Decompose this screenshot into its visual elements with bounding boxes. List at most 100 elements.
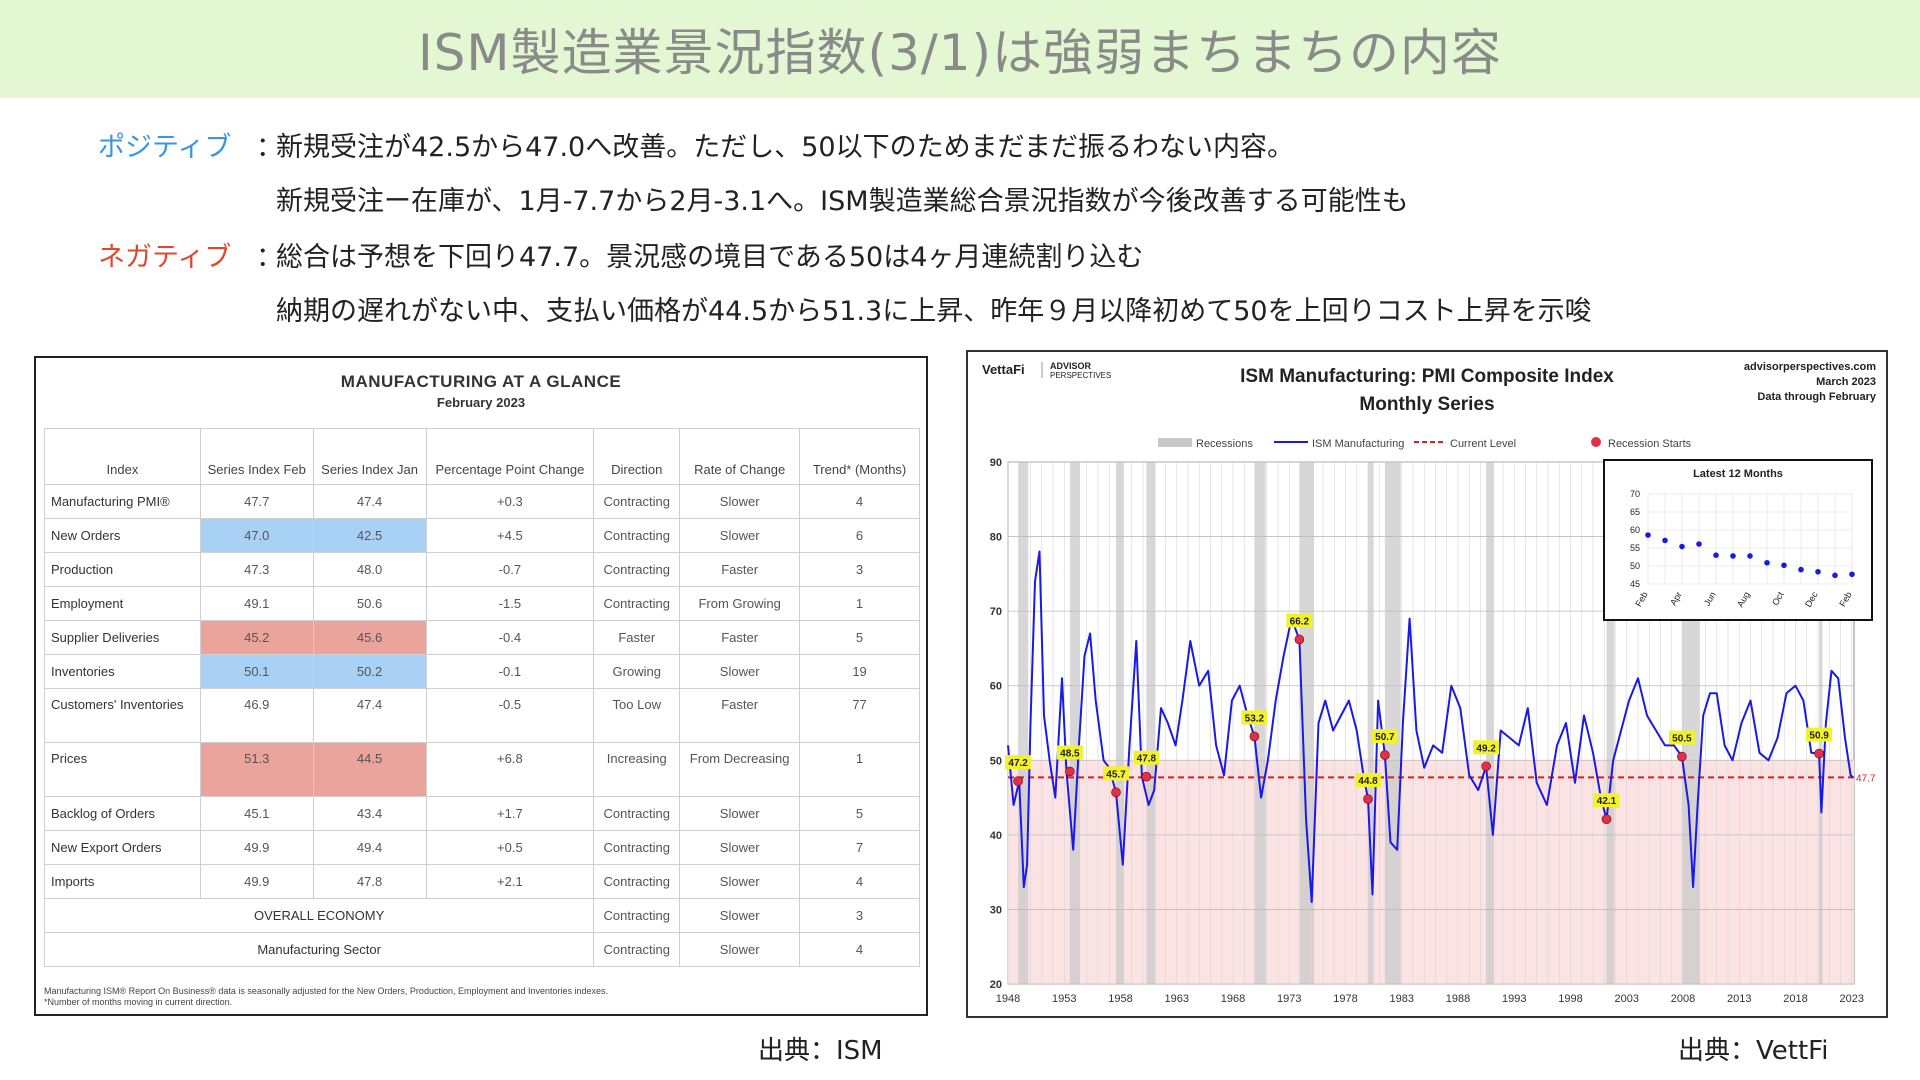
table-cell-index: Backlog of Orders (44, 796, 201, 831)
legend-recessions: Recessions (1196, 438, 1253, 450)
recession-label-bg (1286, 613, 1313, 628)
table-cell-index: Customers' Inventories (44, 688, 201, 743)
table-cell-change: -1.5 (425, 586, 595, 621)
ism-table-subtitle: February 2023 (436, 395, 526, 410)
table-cell-direction: Contracting (593, 796, 681, 831)
recession-start-marker (1363, 794, 1373, 804)
table-cell-trend: 4 (799, 484, 920, 519)
table-cell-rate: From Decreasing (679, 742, 801, 797)
table-cell-index: Imports (44, 864, 201, 899)
table-row: Backlog of Orders 45.1 43.4 +1.7 Contracting… (44, 796, 920, 831)
table-cell-trend: 6 (799, 518, 920, 553)
table-cell-index: Supplier Deliveries (44, 620, 201, 655)
x-tick-label: 1963 (1165, 993, 1189, 1005)
x-tick-label: 1968 (1221, 993, 1245, 1005)
ism-table-panel: MANUFACTURING AT A GLANCE February 2023 … (34, 356, 928, 1016)
recession-start-label: 50.5 (1672, 734, 1692, 745)
summary-cell-trend: 3 (799, 898, 920, 933)
table-cell-jan: 44.5 (312, 742, 427, 797)
table-cell-trend: 77 (799, 688, 920, 743)
table-cell-change: -0.4 (425, 620, 595, 655)
positive-label: ポジティブ (98, 131, 232, 163)
table-cell-direction: Increasing (593, 742, 681, 797)
table-cell-change: +2.1 (425, 864, 595, 899)
advisor-perspectives-logo: PERSPECTIVES (1050, 371, 1111, 380)
date-label: March 2023 (1816, 376, 1876, 388)
recession-band (1069, 462, 1080, 984)
table-cell-rate: Slower (679, 796, 801, 831)
table-cell-trend: 7 (799, 830, 920, 865)
recession-start-label: 66.2 (1290, 616, 1310, 627)
inset-point (1815, 568, 1821, 575)
recession-start-marker (1065, 766, 1075, 777)
summary-row: Manufacturing Sector Contracting Slower 4 (43, 932, 920, 967)
table-cell-feb: 47.3 (199, 552, 314, 587)
legend-swatch-starts (1591, 437, 1601, 447)
recession-start-label: 47.8 (1137, 754, 1157, 765)
table-cell-index: Employment (44, 586, 201, 621)
positive-text-2: 新規受注ー在庫が、1月-7.7から2月-3.1へ。ISM製造業総合景況指数が今後… (276, 185, 1409, 217)
recession-start-marker (1013, 776, 1023, 786)
table-cell-feb: 45.1 (199, 796, 314, 831)
recession-band (1146, 462, 1156, 984)
recession-label-bg (1371, 729, 1398, 744)
table-cell-trend: 1 (799, 586, 920, 621)
table-cell-direction: Contracting (593, 830, 681, 865)
table-cell-jan: 48.0 (312, 552, 427, 587)
x-tick-label: 2023 (1840, 993, 1864, 1005)
table-cell-rate: Faster (679, 620, 801, 655)
summary-cell-direction: Contracting (593, 898, 681, 933)
recession-start-label: 44.8 (1358, 776, 1378, 787)
recession-label-bg (1473, 740, 1500, 755)
recession-start-label: 50.7 (1375, 732, 1395, 743)
recession-start-marker (1141, 771, 1152, 782)
site-label: advisorperspectives.com (1744, 361, 1876, 373)
table-cell-change: +0.5 (425, 830, 595, 865)
inset-point (1713, 552, 1719, 558)
y-tick-label: 20 (990, 979, 1002, 991)
table-cell-jan: 49.4 (312, 830, 427, 865)
table-cell-rate: From Growing (679, 586, 801, 621)
recession-label-bg (1355, 773, 1381, 788)
column-header: Series Index Feb (199, 428, 314, 485)
table-cell-change: +1.7 (425, 796, 595, 831)
positive-text-1: 新規受注が42.5から47.0へ改善。ただし、50以下のためまだまだ振るわない内… (276, 131, 1295, 163)
legend-ism: ISM Manufacturing (1312, 438, 1404, 450)
table-cell-index: Inventories (44, 654, 201, 689)
negative-text-2: 納期の遅れがない中、支払い価格が44.5から51.3に上昇、昨年９月以降初めて5… (276, 295, 1592, 327)
x-tick-label: 1973 (1277, 993, 1301, 1005)
column-header: Percentage Point Change (425, 428, 595, 485)
table-cell-direction: Contracting (593, 864, 681, 899)
recession-start-marker (1601, 814, 1612, 824)
recession-start-marker (1481, 761, 1491, 772)
table-row: Imports 49.9 47.8 +2.1 Contracting Slower 4 (44, 864, 920, 899)
table-cell-change: -0.5 (425, 688, 595, 743)
table-header-row: Index Series Index Feb Series Index Jan Per… (44, 428, 920, 485)
column-header: Series Index Jan (312, 428, 427, 485)
x-tick-label: 2018 (1783, 993, 1807, 1005)
column-header: Trend* (Months) (799, 428, 920, 485)
recession-band (1116, 462, 1124, 984)
ism-table-header: MANUFACTURING AT A GLANCE February 2023 (36, 372, 926, 410)
y-tick-label: 90 (990, 457, 1002, 469)
recession-band (1299, 462, 1314, 984)
table-cell-jan: 43.4 (312, 796, 427, 831)
recession-start-label: 42.1 (1597, 796, 1617, 807)
x-tick-label: 1988 (1446, 993, 1470, 1005)
legend-swatch-recessions (1158, 438, 1192, 447)
table-cell-direction: Contracting (593, 518, 681, 553)
table-row: Manufacturing PMI® 47.7 47.4 +0.3 Contractin… (44, 484, 920, 519)
negative-label: ネガティブ (98, 241, 232, 273)
table-cell-index: Production (44, 552, 201, 587)
table-cell-trend: 19 (799, 654, 920, 689)
inset-y-tick-label: 60 (1630, 525, 1640, 535)
table-cell-feb: 45.2 (199, 620, 314, 655)
inset-point (1798, 566, 1804, 573)
table-cell-feb: 46.9 (199, 688, 314, 743)
table-cell-direction: Growing (593, 654, 681, 689)
inset-y-tick-label: 50 (1630, 561, 1640, 571)
ism-table-title: MANUFACTURING AT A GLANCE (340, 372, 622, 391)
y-tick-label: 30 (990, 904, 1002, 916)
table-cell-jan: 47.4 (312, 688, 427, 743)
y-tick-label: 60 (990, 681, 1002, 693)
